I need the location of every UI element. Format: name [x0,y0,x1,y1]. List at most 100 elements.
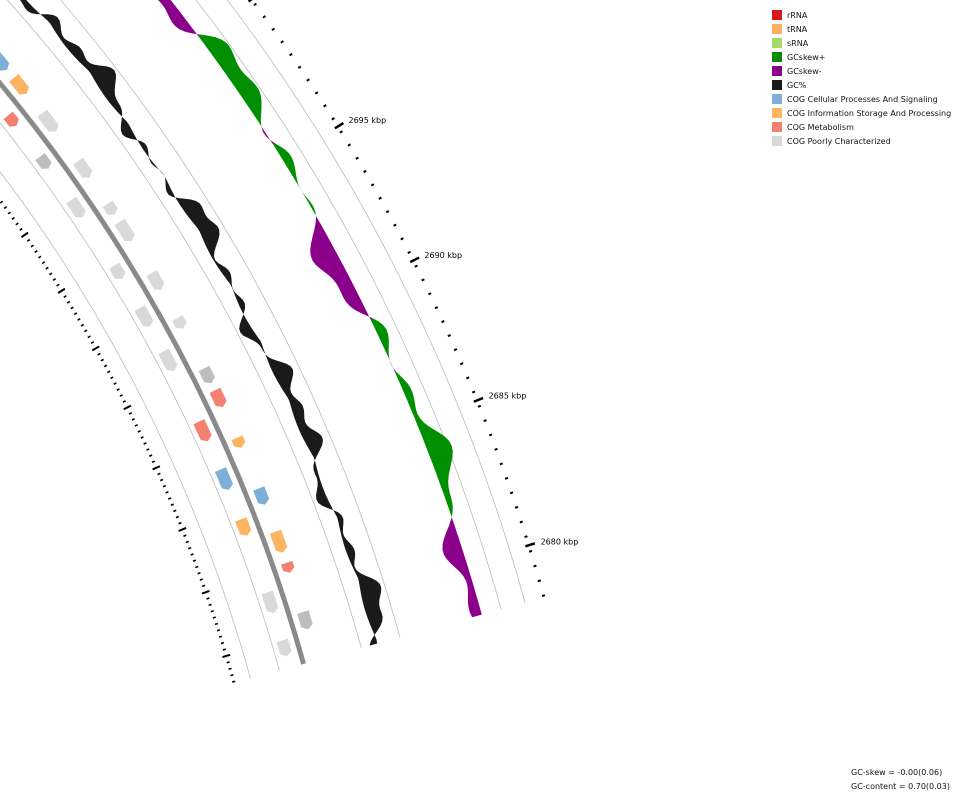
cog-poorly-gene [134,305,154,327]
cog-cellular-gene [0,52,10,71]
inner-major-tick [20,231,29,239]
minor-tick [253,2,257,7]
track-guide-line [195,0,502,610]
inner-minor-tick [199,578,204,581]
inner-minor-tick [192,559,197,562]
cog-metabolism-gene [193,419,212,442]
inner-minor-tick [216,629,221,632]
inner-minor-tick [77,317,81,321]
inner-minor-tick [175,515,180,519]
minor-tick [447,334,452,338]
gc-content-profile [19,0,383,646]
minor-tick [355,156,359,160]
cog-information-gene [269,529,288,553]
inner-minor-tick [0,200,4,204]
inner-minor-tick [103,364,108,368]
legend-label: COG Poorly Characterized [787,136,891,146]
inner-minor-tick [116,388,120,391]
inner-minor-tick [73,312,78,316]
inner-minor-tick [80,323,85,327]
inner-minor-tick [167,497,172,500]
gc-skew-stat: GC-skew = -0.00(0.06) [851,768,943,777]
inner-minor-tick [70,306,74,310]
inner-major-tick [123,404,132,411]
genome-backbone [0,79,306,665]
cog-poorly-gene [66,196,86,218]
minor-tick [504,476,509,480]
minor-tick [477,404,482,408]
minor-tick [537,579,541,583]
inner-major-tick [57,287,66,294]
inner-minor-tick [183,534,187,537]
minor-tick [331,117,335,121]
inner-minor-tick [30,244,34,248]
legend-item-cog-poorly: COG Poorly Characterized [772,134,951,148]
inner-minor-tick [3,206,8,210]
inner-minor-tick [90,341,95,345]
legend-item-gcskew-plus: GCskew+ [772,50,951,64]
legend-item-cog-information: COG Information Storage And Processing [772,106,951,120]
minor-tick [488,433,493,437]
inner-minor-tick [210,609,214,613]
kbp-ruler: 2720 kbp2715 kbp2710 kbp2705 kbp2700 kbp… [247,0,579,597]
inner-minor-tick [19,227,23,231]
kbp-tick-label: 2685 kbp [489,392,527,401]
minor-tick [541,594,546,597]
inner-minor-tick [162,484,167,488]
cog-poorly-gene [172,315,187,329]
minor-tick [385,210,390,214]
inner-minor-tick [26,238,31,242]
minor-tick [414,264,418,268]
gcskew-plus-block [370,318,391,363]
inner-dotted-ruler [0,200,236,683]
cog-poorly-gene [198,365,215,384]
inner-minor-tick [7,211,12,215]
inner-minor-tick [15,222,19,226]
inner-minor-tick [34,250,38,254]
inner-minor-tick [228,667,232,670]
legend-item-trna: tRNA [772,22,951,36]
gcskew-minus-block [442,518,482,618]
legend-item-rrna: rRNA [772,8,951,22]
genome-stats: GC-skew = -0.00(0.06) GC-content = 0.70(… [851,766,950,794]
inner-minor-tick [208,603,212,607]
cog-poorly-gene [146,270,165,290]
minor-tick [271,27,276,32]
inner-minor-tick [11,216,15,220]
inner-minor-tick [188,546,192,550]
minor-tick [339,130,344,134]
track-guide-line [0,171,251,679]
srna-swatch [772,38,782,48]
minor-tick [459,362,464,366]
legend-label: COG Cellular Processes And Signaling [787,94,938,104]
gc-content-stat: GC-content = 0.70(0.03) [851,782,950,791]
inner-minor-tick [212,616,216,619]
cog-cellular-gene [214,467,233,490]
legend-label: GCskew- [787,66,822,76]
cog-metabolism-gene [3,111,19,127]
inner-minor-tick [148,454,153,457]
inner-minor-tick [97,352,101,356]
inner-minor-tick [232,680,236,683]
cog-cellular-gene [253,486,270,505]
cog-information-gene [9,74,29,95]
kbp-tick-label: 2690 kbp [424,251,462,260]
inner-minor-tick [218,635,223,638]
inner-minor-tick [119,394,123,397]
minor-tick [347,143,352,147]
minor-tick [407,250,411,255]
legend-label: sRNA [787,38,809,48]
inner-minor-tick [190,553,194,556]
minor-tick [262,15,267,19]
inner-minor-tick [134,424,138,427]
legend-item-cog-metabolism: COG Metabolism [772,120,951,134]
inner-minor-tick [157,472,161,476]
cog-poorly-gene [73,157,93,178]
inner-minor-tick [38,255,42,259]
inner-minor-tick [201,584,206,588]
inner-minor-tick [159,478,164,482]
minor-tick [509,491,514,495]
gcskew-plus-block [273,143,317,217]
minor-tick [280,40,284,44]
kbp-tick-label: 2680 kbp [541,538,579,547]
